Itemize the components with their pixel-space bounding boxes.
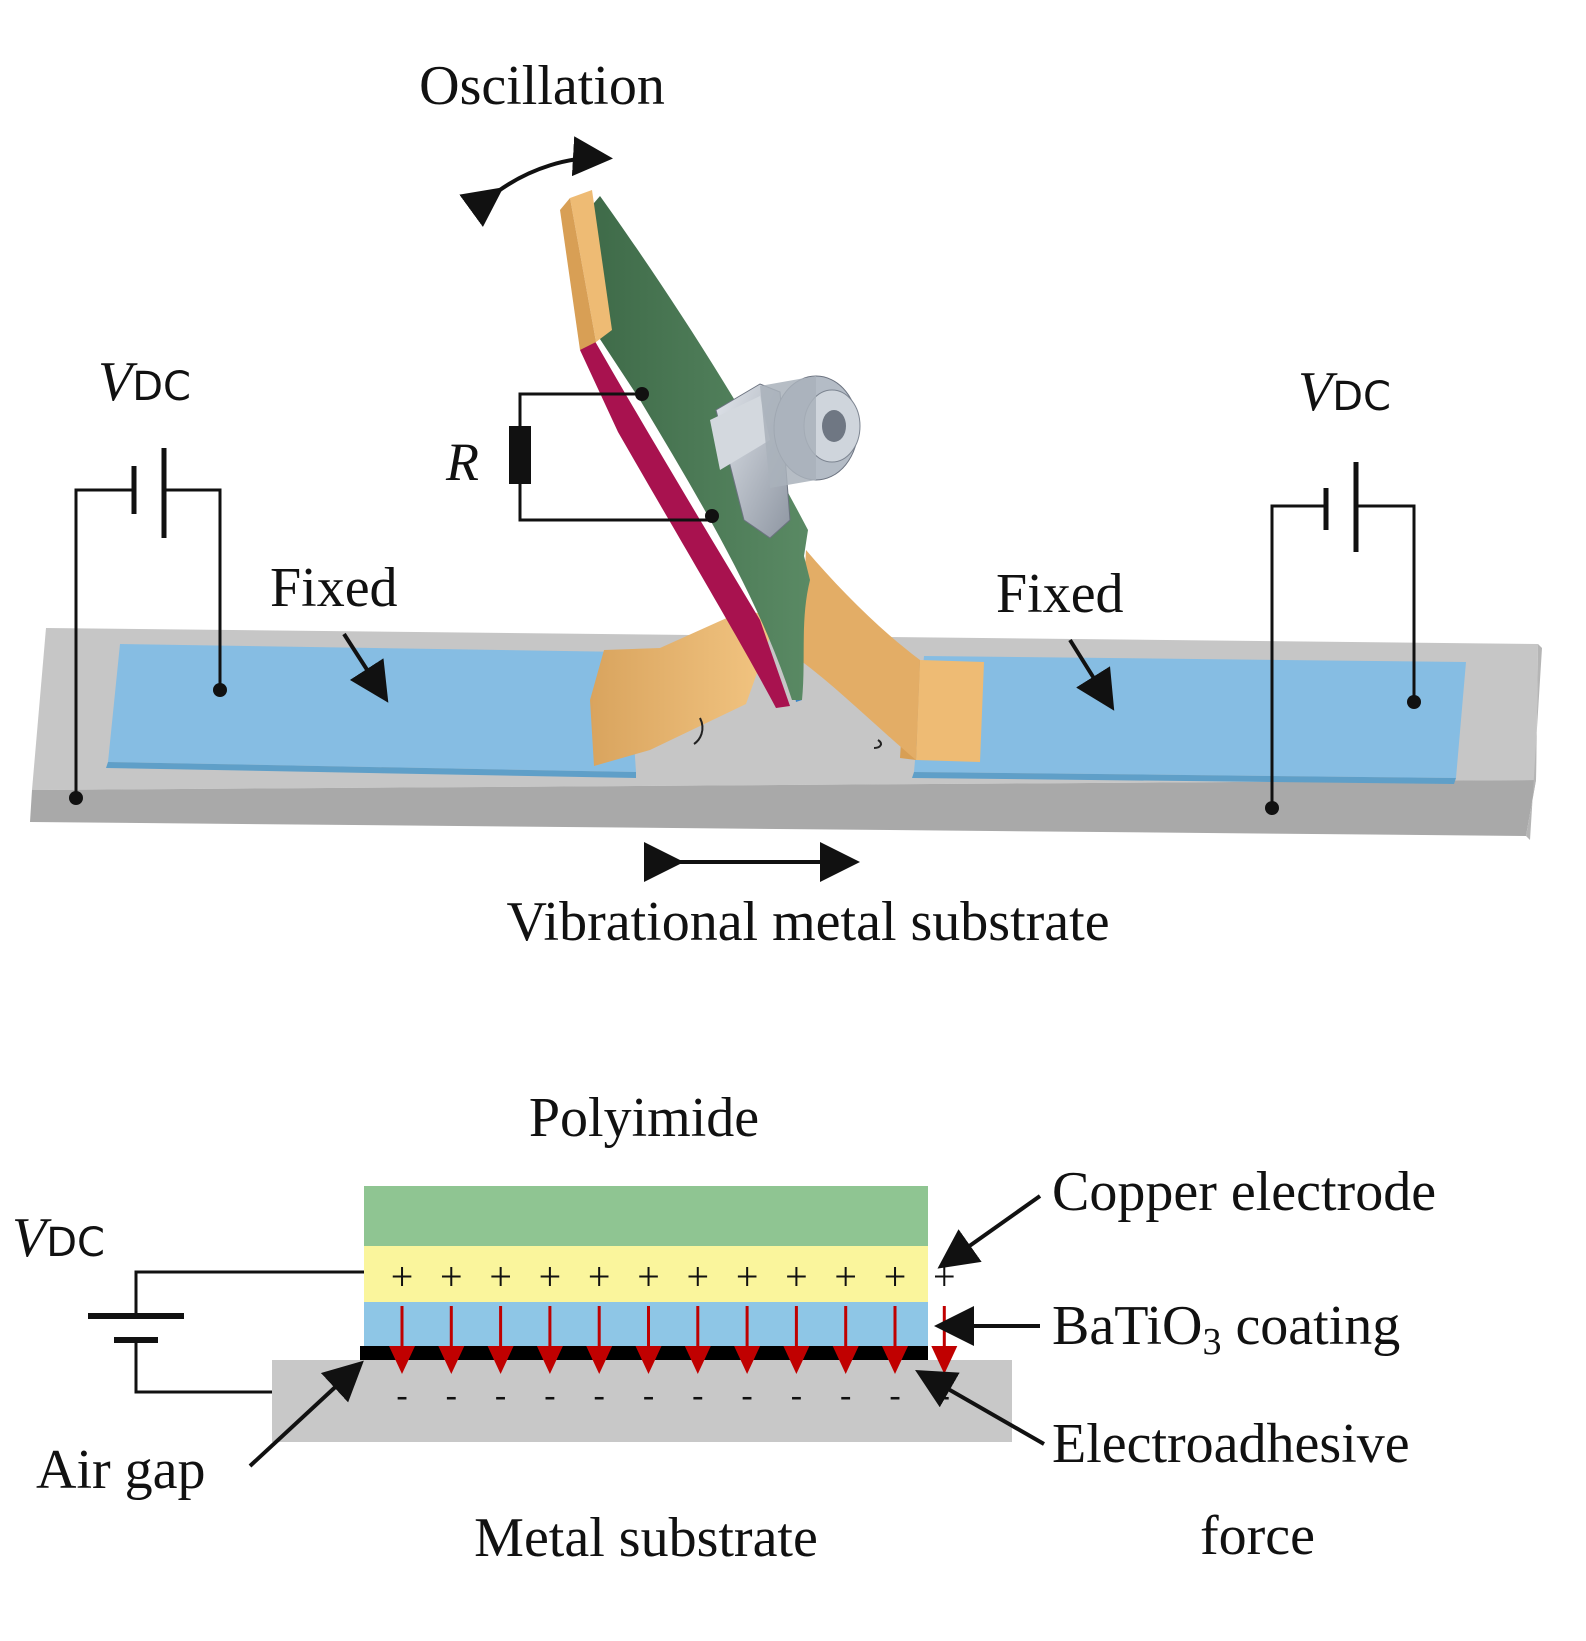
- electroadhesive-force-arrows: [389, 1306, 958, 1374]
- plus-charge: +: [489, 1254, 512, 1299]
- force-arrow-head: [635, 1346, 662, 1374]
- left-fixed-tape-edge: [106, 762, 636, 778]
- metal-substrate-label: Metal substrate: [474, 1507, 818, 1569]
- clamp-icon: [710, 375, 861, 539]
- force-arrow-head: [684, 1346, 711, 1374]
- batio3-coating-label: BaTiO3 coating: [1052, 1295, 1400, 1363]
- minus-charge: -: [791, 1377, 802, 1414]
- copper-electrode-label: Copper electrode: [1052, 1161, 1436, 1223]
- polyimide-layer: [364, 1186, 928, 1246]
- beam-top-copper-cap: [570, 190, 612, 342]
- copper-electrode-arrow: [937, 1194, 1042, 1269]
- right-fixed-tape: [914, 656, 1466, 778]
- left-voltage-source: VDC: [69, 351, 227, 805]
- resistor-circuit: R: [445, 387, 719, 523]
- beam-top-copper-cap-side: [560, 198, 596, 350]
- force-arrow-head: [734, 1346, 761, 1374]
- right-copper-lobe: [800, 550, 920, 760]
- plus-charge: +: [588, 1254, 611, 1299]
- minus-charge: -: [594, 1377, 605, 1414]
- left-fixed-tape: [108, 644, 636, 772]
- force-arrow-head: [832, 1346, 859, 1374]
- oscillation-arrow-icon: [459, 136, 613, 227]
- fixed-left-label: Fixed: [270, 557, 398, 619]
- air-gap-arrow: [248, 1360, 364, 1468]
- minus-charge: -: [544, 1377, 555, 1414]
- left-vdc-subscript: DC: [132, 364, 191, 410]
- force-arrow-head: [487, 1346, 514, 1374]
- electroadhesive-force-arrow: [915, 1370, 1045, 1446]
- resistor-label: R: [445, 432, 479, 492]
- force-arrow-head: [586, 1346, 613, 1374]
- copper-electrode-layer: [364, 1246, 928, 1302]
- fixed-left-arrow: [342, 632, 389, 703]
- plus-charge: +: [834, 1254, 857, 1299]
- negative-charges: ------------: [396, 1377, 950, 1414]
- minus-charge: -: [840, 1377, 851, 1414]
- substrate-label: Vibrational metal substrate: [506, 891, 1109, 953]
- air-gap-label: Air gap: [36, 1439, 206, 1501]
- metal-substrate-front-face: [30, 780, 1536, 836]
- minus-charge: -: [692, 1377, 703, 1414]
- cross-section-voltage-source: VDC: [12, 1207, 364, 1394]
- left-vdc-symbol: V: [98, 351, 138, 413]
- minus-charge: -: [396, 1377, 407, 1414]
- force-arrow-head: [882, 1346, 908, 1374]
- device-3d-view: Oscillation R VDC VDC: [30, 55, 1542, 953]
- left-copper-strap: [590, 612, 778, 766]
- cs-vdc-subscript: DC: [46, 1220, 105, 1266]
- plus-charge: +: [736, 1254, 759, 1299]
- force-arrow-head: [536, 1346, 563, 1374]
- oscillation-label: Oscillation: [419, 55, 665, 117]
- resistor-icon: [509, 426, 531, 484]
- batio3-coating-layer: [364, 1302, 928, 1346]
- plus-charge: +: [637, 1254, 660, 1299]
- svg-text:VDC: VDC: [1298, 361, 1391, 423]
- minus-charge: -: [495, 1377, 506, 1414]
- plus-charge: +: [933, 1254, 956, 1299]
- positive-charges: + + + + + + + + + + + +: [391, 1254, 956, 1299]
- electroadhesive-force-label-line2: force: [1200, 1505, 1315, 1567]
- right-vdc-subscript: DC: [1332, 374, 1391, 420]
- plus-charge: +: [785, 1254, 808, 1299]
- force-arrow-head: [931, 1346, 958, 1374]
- minus-charge: -: [741, 1377, 752, 1414]
- minus-charge: -: [446, 1377, 457, 1414]
- right-vdc-symbol: V: [1298, 361, 1338, 423]
- right-fixed-tape-edge: [912, 772, 1456, 784]
- minus-charge: -: [643, 1377, 654, 1414]
- right-copper-strap-base: [916, 660, 984, 762]
- electroadhesive-force-label-line1: Electroadhesive: [1052, 1413, 1410, 1475]
- cs-vdc-symbol: V: [12, 1207, 52, 1269]
- cross-section-view: Polyimide + + + + + + + + + + + + ------------ VDC …: [12, 1087, 1436, 1569]
- plus-charge: +: [884, 1254, 907, 1299]
- svg-text:VDC: VDC: [12, 1207, 105, 1269]
- plus-charge: +: [687, 1254, 710, 1299]
- force-arrow-head: [438, 1346, 465, 1374]
- plus-charge: +: [391, 1254, 414, 1299]
- right-voltage-source: VDC: [1265, 361, 1421, 815]
- force-arrow-head: [783, 1346, 810, 1374]
- svg-text:VDC: VDC: [98, 351, 191, 413]
- fixed-right-arrow: [1068, 638, 1115, 711]
- beam-polyimide-green: [588, 196, 810, 700]
- beam-magenta-film: [580, 336, 790, 708]
- force-arrow-head: [389, 1346, 415, 1374]
- metal-substrate-block: [272, 1360, 1012, 1442]
- metal-substrate-right-face: [1526, 644, 1542, 840]
- plus-charge: +: [440, 1254, 463, 1299]
- plus-charge: +: [539, 1254, 562, 1299]
- polyimide-label: Polyimide: [529, 1087, 759, 1149]
- minus-charge: -: [889, 1377, 900, 1414]
- fixed-right-label: Fixed: [996, 563, 1124, 625]
